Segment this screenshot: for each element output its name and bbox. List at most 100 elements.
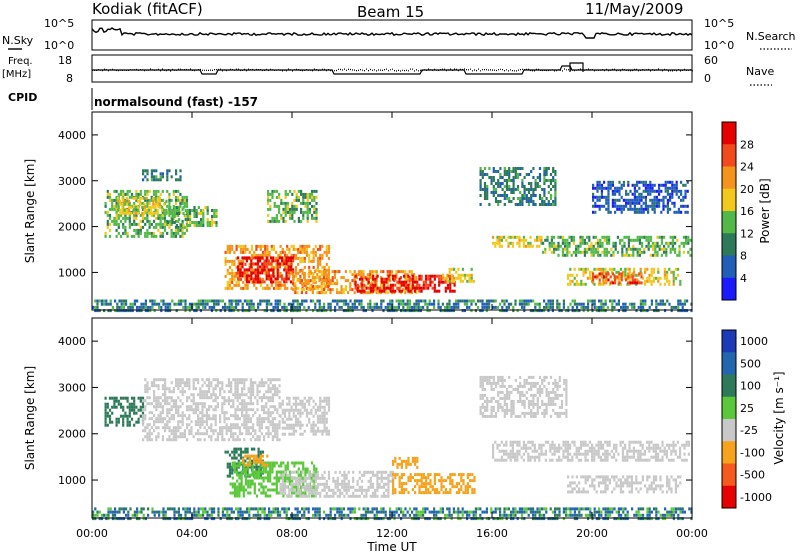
scatter-cell: [186, 305, 189, 309]
data-cell: [264, 244, 267, 248]
data-cell: [514, 176, 517, 179]
data-cell: [226, 286, 229, 290]
scatter-cell: [415, 517, 418, 521]
data-cell: [238, 429, 241, 433]
data-cell: [181, 219, 184, 223]
scatter-cell: [389, 305, 392, 309]
data-cell: [300, 279, 303, 283]
scatter-cell: [241, 513, 244, 517]
data-cell: [133, 228, 136, 232]
data-cell: [144, 405, 147, 409]
data-cell: [239, 262, 242, 266]
data-cell: [232, 423, 235, 427]
scatter-cell: [470, 309, 473, 313]
data-cell: [552, 200, 555, 203]
data-cell: [672, 270, 675, 274]
scatter-cell: [567, 507, 570, 511]
scatter-cell: [140, 302, 143, 306]
data-cell: [483, 185, 487, 188]
scatter-cell: [422, 510, 425, 514]
scatter-cell: [609, 510, 612, 514]
data-cell: [492, 176, 495, 179]
data-cell: [603, 247, 606, 251]
scatter-cell: [510, 517, 513, 521]
scatter-cell: [166, 507, 169, 511]
scatter-cell: [182, 517, 185, 521]
data-cell: [544, 250, 547, 254]
scatter-cell: [648, 517, 651, 521]
scatter-cell: [576, 507, 579, 511]
data-cell: [278, 423, 281, 427]
scatter-cell: [457, 305, 460, 309]
data-cell: [276, 271, 279, 275]
data-cell: [152, 213, 156, 217]
data-cell: [553, 241, 556, 245]
scatter-cell: [127, 517, 130, 521]
data-cell: [486, 191, 489, 194]
scatter-cell: [329, 302, 332, 306]
data-cell: [238, 381, 241, 385]
data-cell: [133, 213, 136, 217]
data-cell: [383, 289, 386, 293]
data-cell: [155, 438, 158, 442]
data-cell: [249, 384, 252, 388]
data-cell: [612, 241, 615, 245]
scatter-cell: [492, 517, 495, 521]
scatter-cell: [481, 305, 484, 309]
data-cell: [181, 393, 184, 397]
data-cell: [420, 286, 423, 290]
data-cell: [606, 270, 609, 274]
data-cell: [252, 262, 255, 266]
data-cell: [284, 204, 287, 208]
data-cell: [212, 390, 215, 394]
data-cell: [395, 276, 398, 280]
data-cell: [155, 396, 158, 400]
data-cell: [622, 198, 625, 202]
data-cell: [369, 276, 372, 280]
data-cell: [276, 387, 279, 391]
data-cell: [266, 283, 269, 287]
scatter-cell: [538, 309, 541, 313]
scatter-cell: [600, 513, 603, 517]
scatter-cell: [208, 299, 211, 303]
data-cell: [125, 202, 128, 206]
data-cell: [521, 182, 524, 185]
data-cell: [395, 270, 398, 274]
data-cell: [243, 399, 246, 403]
data-cell: [444, 276, 447, 280]
data-cell: [682, 241, 685, 245]
data-cell: [293, 210, 296, 214]
data-cell: [182, 206, 185, 209]
data-cell: [139, 399, 142, 403]
data-cell: [570, 235, 573, 239]
scatter-cell: [466, 517, 469, 521]
data-cell: [579, 250, 582, 254]
data-cell: [638, 192, 641, 196]
data-cell: [538, 176, 542, 179]
scatter-cell: [626, 513, 629, 517]
data-cell: [519, 197, 522, 200]
data-cell: [139, 231, 142, 235]
scatter-cell: [681, 309, 684, 313]
data-cell: [340, 288, 343, 292]
scatter-cell: [118, 510, 121, 514]
data-cell: [272, 280, 275, 284]
data-cell: [192, 435, 195, 439]
data-cell: [166, 426, 169, 430]
scatter-cell: [98, 299, 101, 303]
data-cell: [199, 387, 202, 391]
scatter-cell: [580, 305, 583, 309]
scatter-cell: [147, 513, 150, 517]
data-cell: [283, 265, 287, 269]
data-cell: [644, 279, 647, 283]
data-cell: [285, 268, 288, 272]
data-cell: [470, 267, 473, 271]
scatter-cell: [642, 305, 645, 309]
data-cell: [276, 277, 279, 281]
data-cell: [179, 432, 182, 436]
data-cell: [291, 216, 294, 220]
data-cell: [281, 259, 284, 263]
power-colorbar-bin: [722, 277, 736, 301]
data-cell: [130, 205, 133, 209]
data-cell: [316, 273, 319, 277]
